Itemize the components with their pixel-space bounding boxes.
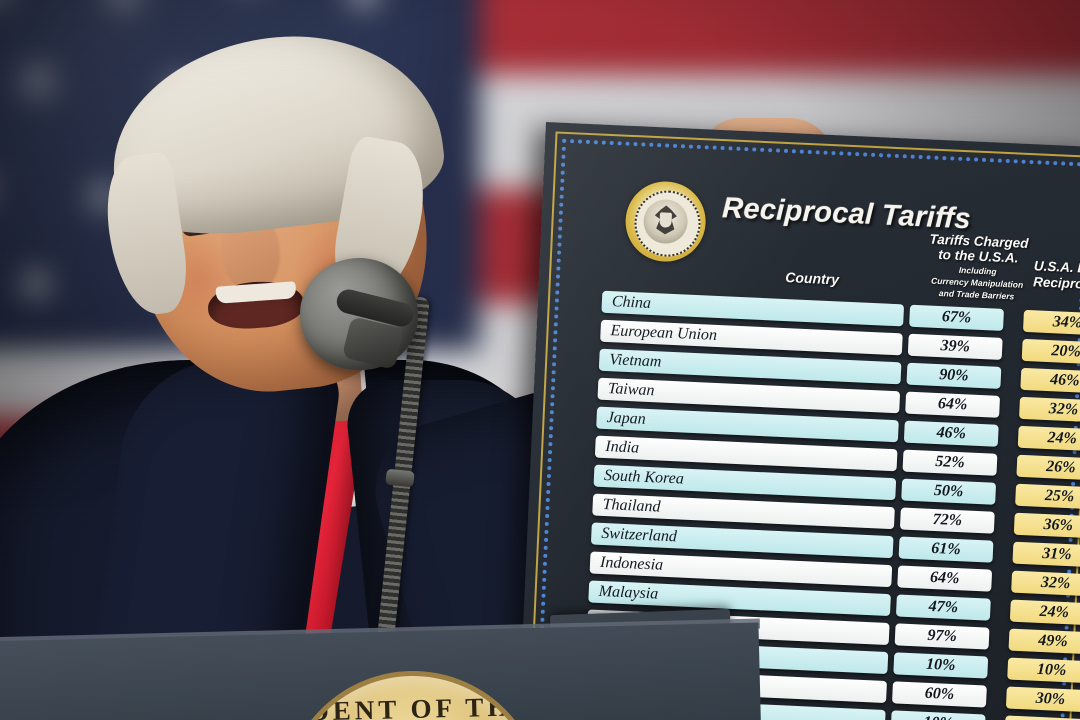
podium-seal-text: DENT OF TH: [308, 691, 513, 720]
microphone-joint: [385, 468, 415, 488]
speaker-figure: [0, 18, 672, 720]
